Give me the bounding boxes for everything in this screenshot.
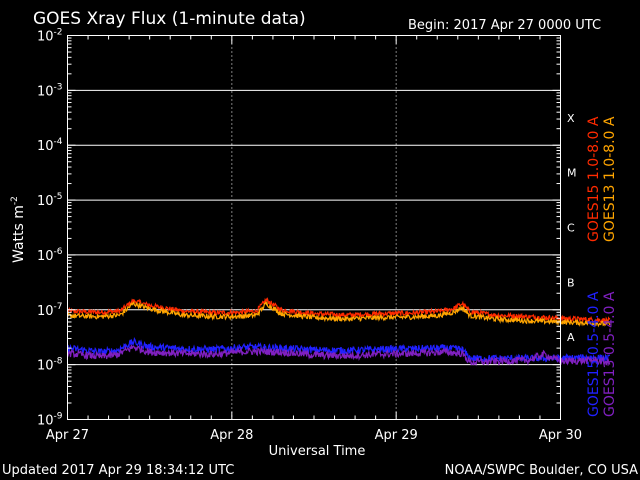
- data-series: [66, 296, 611, 367]
- legend: GOES15 1.0-8.0 A GOES13 1.0-8.0 A GOES15 0…: [586, 116, 618, 417]
- x-tick-label: Apr 28: [210, 428, 253, 443]
- y-axis-label-exponent: -2: [10, 196, 20, 205]
- series-line: [67, 336, 611, 364]
- y-tick-label-exponent: -9: [54, 412, 63, 422]
- y-tick-label-exponent: -7: [54, 302, 63, 312]
- y-tick-label-base: 10: [37, 359, 54, 374]
- legend-entry: GOES13 0.5-4.0 A: [602, 291, 618, 417]
- y-tick-label-base: 10: [37, 304, 54, 319]
- flare-class-label: C: [567, 222, 575, 235]
- y-tick-label-exponent: -6: [54, 247, 63, 257]
- flare-class-label: A: [567, 331, 575, 344]
- flare-class-label: M: [567, 167, 577, 180]
- legend-entry: GOES15 1.0-8.0 A: [586, 116, 602, 242]
- y-tick-label: 10-5: [37, 192, 63, 209]
- y-tick-label: 10-2: [37, 28, 63, 45]
- flare-class-labels: X M C B A: [567, 112, 577, 344]
- y-tick-label: 10-8: [37, 357, 63, 374]
- y-tick-label: 10-9: [37, 412, 63, 429]
- y-tick-label-exponent: -8: [54, 357, 63, 367]
- y-axis-label: Watts m-2: [10, 196, 27, 263]
- x-tick-label: Apr 29: [375, 428, 418, 443]
- y-tick-label-base: 10: [37, 194, 54, 209]
- legend-entry: GOES15 0.5-4.0 A: [586, 291, 602, 417]
- x-tick-label: Apr 27: [46, 428, 89, 443]
- x-axis-label: Universal Time: [269, 444, 366, 459]
- series-line: [66, 300, 611, 328]
- y-tick-label-base: 10: [37, 139, 54, 154]
- legend-entry: GOES13 1.0-8.0 A: [602, 116, 618, 242]
- flare-class-label: X: [567, 112, 575, 125]
- y-tick-label-exponent: -2: [54, 28, 63, 38]
- y-tick-label-base: 10: [37, 249, 54, 264]
- footer-updated: Updated 2017 Apr 29 18:34:12 UTC: [2, 463, 234, 478]
- y-tick-label-base: 10: [37, 414, 54, 429]
- flare-class-label: B: [567, 276, 575, 289]
- y-tick-label-exponent: -5: [54, 192, 63, 202]
- grid-lines: [67, 35, 561, 420]
- y-tick-label: 10-6: [37, 247, 63, 264]
- x-tick-label: Apr 30: [539, 428, 582, 443]
- y-tick-label: 10-4: [37, 137, 63, 154]
- y-tick-label: 10-3: [37, 82, 63, 99]
- chart-title: GOES Xray Flux (1-minute data): [33, 9, 306, 29]
- begin-label: Begin: 2017 Apr 27 0000 UTC: [408, 18, 601, 33]
- y-axis-label-base: Watts m: [11, 205, 27, 263]
- x-axis: Apr 27 Apr 28 Apr 29 Apr 30: [46, 35, 582, 443]
- y-tick-label-exponent: -4: [54, 137, 63, 147]
- y-tick-label-exponent: -3: [54, 82, 63, 92]
- y-tick-label-base: 10: [37, 84, 54, 99]
- series-line: [66, 344, 611, 367]
- y-tick-label-base: 10: [37, 30, 54, 45]
- y-axis: 10-210-310-410-510-610-710-810-9: [37, 28, 561, 429]
- y-tick-label: 10-7: [37, 302, 63, 319]
- footer-credit: NOAA/SWPC Boulder, CO USA: [445, 463, 638, 478]
